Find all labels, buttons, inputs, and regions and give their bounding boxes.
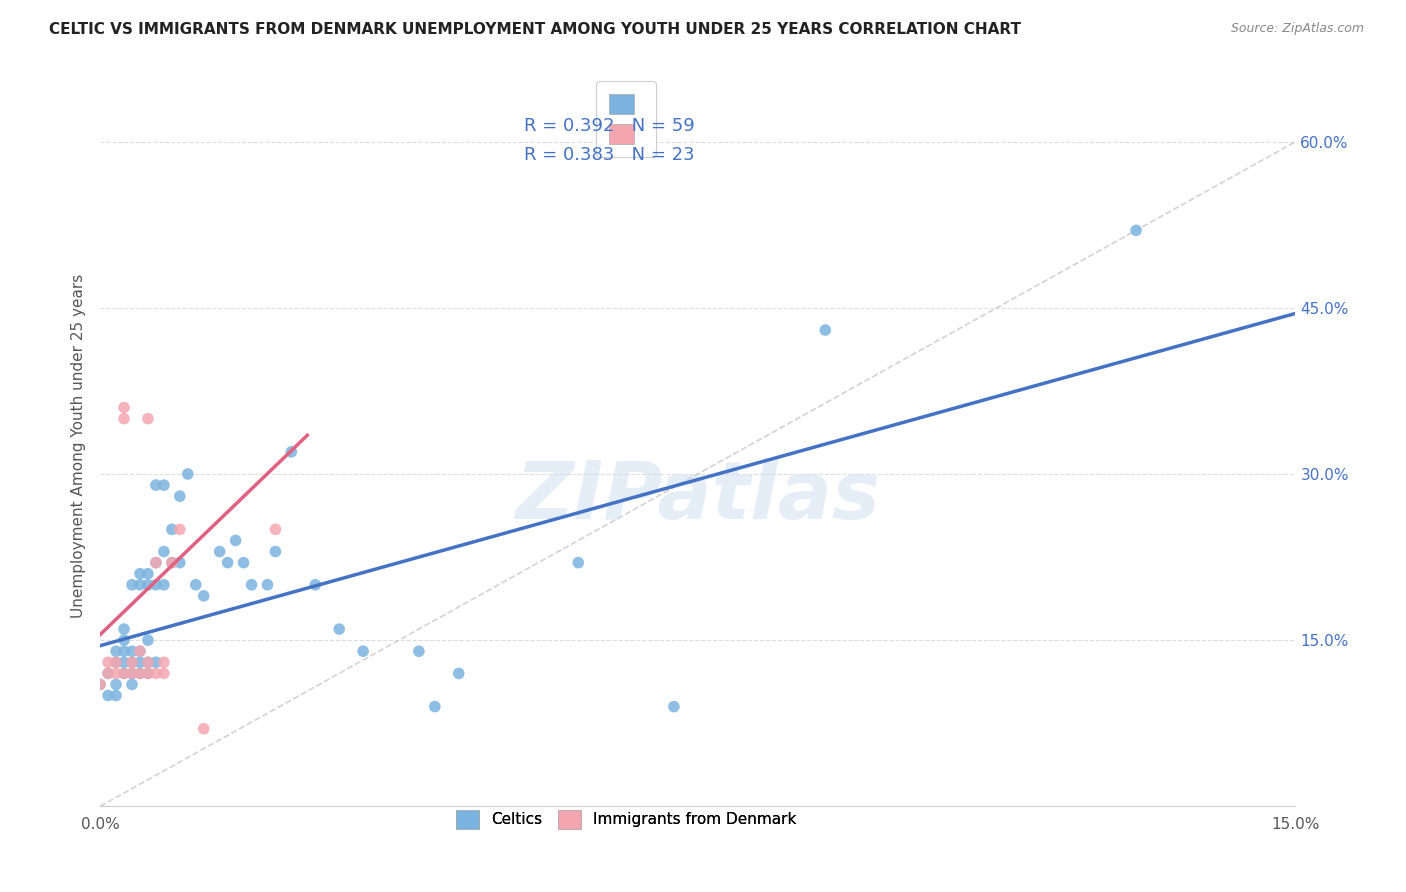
Point [153, 666, 176, 681]
Point [105, 677, 128, 691]
Point [145, 478, 167, 492]
Point [121, 666, 143, 681]
Point [145, 578, 167, 592]
Point [136, 666, 159, 681]
Point [105, 644, 128, 658]
Point [89, 677, 111, 691]
Point [217, 556, 239, 570]
Point [160, 556, 183, 570]
Point [112, 666, 135, 681]
Point [136, 666, 159, 681]
Point [153, 478, 176, 492]
Point [112, 633, 135, 648]
Point [304, 578, 326, 592]
Point [112, 644, 135, 658]
Point [136, 566, 159, 581]
Point [280, 445, 302, 459]
Point [423, 699, 446, 714]
Point [408, 644, 430, 658]
Point [129, 644, 152, 658]
Point [145, 556, 167, 570]
Point [136, 578, 159, 592]
Point [121, 677, 143, 691]
Point [145, 655, 167, 669]
Point [112, 622, 135, 636]
Point [153, 544, 176, 558]
Point [112, 655, 135, 669]
Point [225, 533, 247, 548]
Point [567, 556, 589, 570]
Point [97, 689, 120, 703]
Point [112, 411, 135, 425]
Point [97, 655, 120, 669]
Point [447, 666, 470, 681]
Point [145, 666, 167, 681]
Point [169, 556, 191, 570]
Point [105, 689, 128, 703]
Point [169, 489, 191, 503]
Point [129, 666, 152, 681]
Point [121, 655, 143, 669]
Point [89, 677, 111, 691]
Point [208, 544, 231, 558]
Point [160, 556, 183, 570]
Point [129, 666, 152, 681]
Point [153, 578, 176, 592]
Point [129, 578, 152, 592]
Point [136, 655, 159, 669]
Point [105, 655, 128, 669]
Point [105, 666, 128, 681]
Legend: Celtics, Immigrants from Denmark: Celtics, Immigrants from Denmark [450, 804, 803, 835]
Point [177, 467, 200, 481]
Point [112, 666, 135, 681]
Point [129, 644, 152, 658]
Point [136, 411, 159, 425]
Point [129, 566, 152, 581]
Point [256, 578, 278, 592]
Point [240, 578, 263, 592]
Point [129, 655, 152, 669]
Point [662, 699, 685, 714]
Point [184, 578, 207, 592]
Text: CELTIC VS IMMIGRANTS FROM DENMARK UNEMPLOYMENT AMONG YOUTH UNDER 25 YEARS CORREL: CELTIC VS IMMIGRANTS FROM DENMARK UNEMPL… [49, 22, 1021, 37]
Text: R = 0.383   N = 23: R = 0.383 N = 23 [524, 145, 695, 164]
Point [121, 666, 143, 681]
Text: Source: ZipAtlas.com: Source: ZipAtlas.com [1230, 22, 1364, 36]
Point [193, 722, 215, 736]
Point [169, 522, 191, 536]
Text: R = 0.392   N = 59: R = 0.392 N = 59 [524, 117, 695, 135]
Point [121, 578, 143, 592]
Point [264, 544, 287, 558]
Point [136, 655, 159, 669]
Point [264, 522, 287, 536]
Point [112, 401, 135, 415]
Point [105, 655, 128, 669]
Point [328, 622, 350, 636]
Point [121, 644, 143, 658]
Point [193, 589, 215, 603]
Point [352, 644, 374, 658]
Point [145, 556, 167, 570]
Point [160, 522, 183, 536]
Point [136, 633, 159, 648]
Point [97, 666, 120, 681]
Text: ZIPatlas: ZIPatlas [515, 458, 880, 536]
Point [121, 655, 143, 669]
Point [814, 323, 837, 337]
Point [153, 655, 176, 669]
Point [97, 666, 120, 681]
Point [232, 556, 254, 570]
Y-axis label: Unemployment Among Youth under 25 years: Unemployment Among Youth under 25 years [72, 274, 86, 618]
Point [1125, 223, 1147, 237]
